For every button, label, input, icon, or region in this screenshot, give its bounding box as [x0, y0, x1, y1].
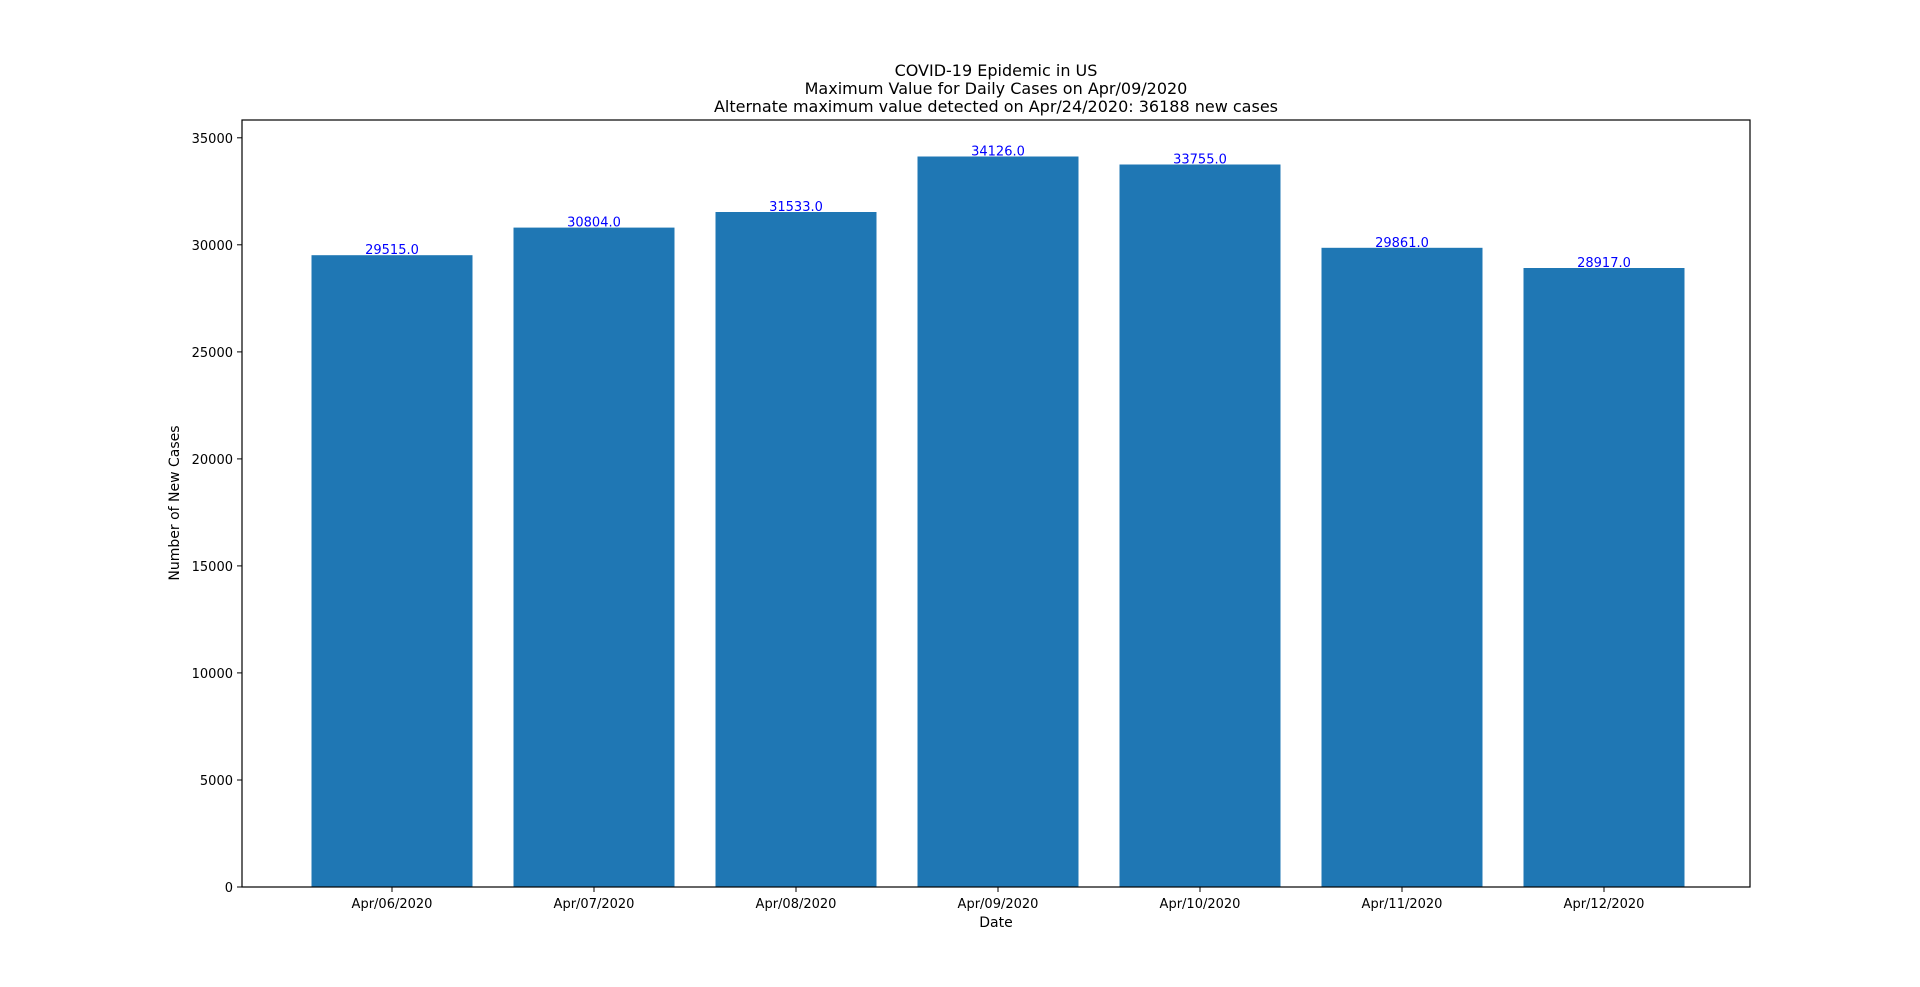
data-label: 29861.0 — [1375, 236, 1429, 251]
data-labels-layer: 29515.0 30804.0 31533.0 34126.0 33755.0 29861… — [365, 145, 1631, 272]
y-tick-label: 20000 — [192, 453, 233, 468]
bars-layer — [311, 156, 1685, 888]
bar-apr-12-2020 — [1523, 268, 1685, 887]
data-label: 29515.0 — [365, 243, 419, 258]
x-tick-label: Apr/07/2020 — [554, 897, 635, 912]
y-tick-label: 5000 — [200, 774, 233, 789]
x-tick-label: Apr/08/2020 — [756, 897, 837, 912]
bar-apr-11-2020 — [1321, 247, 1483, 888]
bar-apr-07-2020 — [513, 227, 675, 888]
data-label: 33755.0 — [1173, 153, 1227, 168]
data-label: 28917.0 — [1577, 256, 1631, 271]
x-tick-label: Apr/09/2020 — [958, 897, 1039, 912]
plot-frame — [241, 119, 1751, 888]
y-tick-label: 25000 — [192, 346, 233, 361]
x-tick-label: Apr/11/2020 — [1362, 897, 1443, 912]
y-tick-label: 35000 — [192, 132, 233, 147]
y-tick-label: 30000 — [192, 239, 233, 254]
bar-apr-06-2020 — [311, 255, 473, 887]
x-axis-label: Date — [979, 915, 1012, 931]
chart-title-line-3: Alternate maximum value detected on Apr/… — [714, 97, 1278, 116]
y-tick-label: 15000 — [192, 560, 233, 575]
x-tick-label: Apr/10/2020 — [1160, 897, 1241, 912]
bar-apr-09-2020 — [917, 156, 1079, 887]
data-label: 31533.0 — [769, 200, 823, 215]
y-tick-label: 10000 — [192, 667, 233, 682]
data-label: 34126.0 — [971, 145, 1025, 160]
x-tick-label: Apr/06/2020 — [352, 897, 433, 912]
bar-apr-08-2020 — [715, 212, 877, 887]
bar-apr-10-2020 — [1119, 164, 1281, 887]
chart-title-line-2: Maximum Value for Daily Cases on Apr/09/… — [805, 79, 1188, 98]
x-axis: Apr/06/2020 Apr/07/2020 Apr/08/2020 Apr/09/… — [352, 887, 1645, 912]
y-axis: 0 5000 10000 15000 20000 25000 30000 35000 — [192, 132, 242, 896]
y-tick-label: 0 — [225, 881, 233, 896]
data-label: 30804.0 — [567, 216, 621, 231]
y-axis-label: Number of New Cases — [167, 425, 183, 580]
x-tick-label: Apr/12/2020 — [1564, 897, 1645, 912]
chart-title-line-1: COVID-19 Epidemic in US — [895, 61, 1098, 80]
